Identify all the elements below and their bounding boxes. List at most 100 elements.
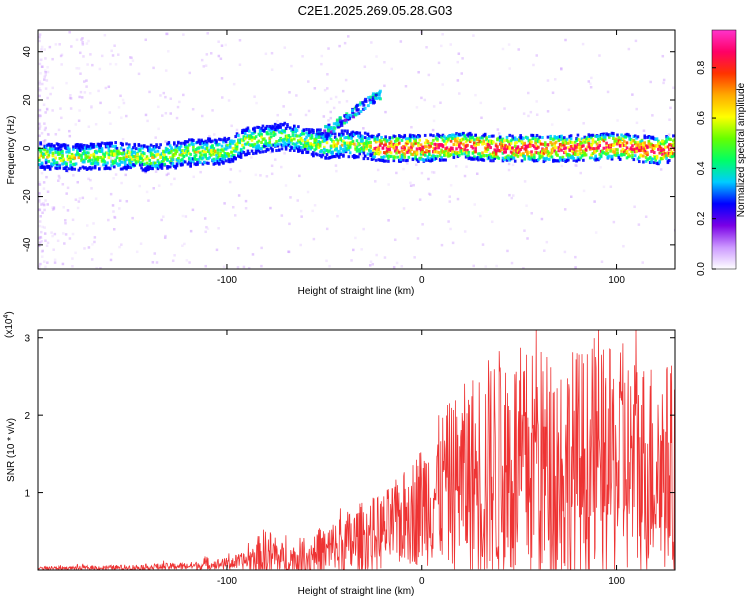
spectrogram-noise-cell [602,185,606,189]
spectrogram-ridge-cell [396,155,400,159]
spectrogram-ridge-cell [115,152,119,156]
spectrogram-ridge-cell [115,146,119,150]
spectrogram-ridge-cell [637,148,641,152]
spectrogram-noise-cell [43,208,46,212]
spectrogram-ridge-cell [427,145,431,149]
spectrogram-noise-cell [86,224,89,227]
spectrogram-ridge-cell [142,152,146,156]
spectrogram-noise-cell [546,110,550,113]
spectrogram-ridge-cell [46,165,49,169]
spectrogram-noise-cell [151,261,155,264]
spectrogram-ridge-cell [560,134,563,138]
spectrogram-ridge-cell [643,151,647,155]
spectrogram-ridge-cell [572,152,576,156]
spectrogram-ridge-cell [331,153,334,157]
snr-frame [37,329,676,571]
spectrogram-noise-cell [142,170,145,173]
spectrogram-ridge-cell [348,141,352,145]
spectrogram-ridge-cell [224,140,228,144]
spectrogram-y-label: Frequency (Hz) [6,116,17,185]
spectrogram-noise-cell [222,265,226,269]
spectrogram-ridge-cell [314,144,318,148]
spectrogram-marks [38,30,675,269]
spectrogram-noise-cell [60,116,63,120]
spectrogram-noise-cell [111,54,115,57]
spectrogram-noise-cell [387,183,390,186]
spectrogram-ridge-cell [149,151,153,155]
spectrogram-noise-cell [322,115,326,118]
spectrogram-ridge-cell [104,145,108,149]
spectrogram-ridge-cell [595,157,599,161]
spectrogram-ridge-cell [138,149,142,153]
spectrogram-noise-cell [229,168,233,171]
spectrogram-ridge-cell [493,156,497,160]
spectrogram-ridge-cell [419,143,423,147]
spectrogram-ridge-cell [470,145,473,149]
spectrogram-ridge-cell [275,149,278,153]
spectrogram-ridge-cell [268,128,272,132]
spectrogram-noise-cell [113,44,116,47]
spectrogram-ridge-cell [123,166,127,170]
spectrogram-ridge-cell [232,155,236,159]
spectrogram-noise-cell [288,222,291,226]
spectrogram-ridge-cell [200,157,203,161]
spectrogram-ridge-cell [584,137,588,141]
spectrogram-ridge-cell [392,146,396,150]
spectrogram-ridge-cell [526,150,529,154]
spectrogram-ridge-cell [489,141,492,145]
spectrogram-ridge-cell [430,159,434,163]
spectrogram-ridge-cell [519,152,522,156]
spectrogram-ridge-cell [387,147,390,151]
spectrogram-ridge-cell [647,157,651,161]
spectrogram-ridge-cell [617,154,621,158]
spectrogram-ridge-cell [103,162,107,166]
spectrogram-ridge-cell [182,159,186,163]
spectrogram-ridge-cell [613,140,617,144]
spectrogram-ridge-cell [112,149,116,153]
spectrogram-ridge-cell [141,158,145,162]
spectrogram-ridge-cell [51,154,55,158]
spectrogram-ridge-cell [358,131,362,135]
spectrogram-ridge-cell [107,156,111,160]
spectrogram-ridge-cell [471,135,475,139]
spectrogram-noise-cell [39,89,42,92]
spectrogram-ridge-cell [219,148,222,152]
spectrogram-ridge-cell [186,140,190,144]
spectrogram-ridge-cell [545,156,548,160]
spectrogram-ridge-cell [257,149,261,153]
spectrogram-noise-cell [540,217,544,221]
spectrogram-ridge-cell [650,136,653,140]
spectrogram-ridge-cell [297,145,300,149]
spectrogram-ridge-cell [287,138,291,142]
spectrogram-ridge-cell [363,131,367,135]
spectrogram-ridge-cell [327,134,330,138]
spectrogram-ridge-cell [111,150,115,154]
spectrogram-ridge-cell [305,127,308,131]
spectrogram-branch-cell [361,107,365,111]
spectrogram-ridge-cell [511,134,514,138]
spectrogram-ridge-cell [137,147,141,151]
spectrogram-ridge-cell [463,152,467,156]
spectrogram-ridge-cell [310,152,314,156]
spectrogram-ridge-cell [547,154,551,158]
spectrogram-noise-cell [38,264,41,268]
spectrogram-ridge-cell [667,137,671,141]
spectrogram-noise-cell [370,41,373,44]
spectrogram-ridge-cell [643,147,647,151]
spectrogram-ridge-cell [456,133,460,137]
spectrogram-ridge-cell [241,129,244,133]
spectrogram-ridge-cell [651,143,655,147]
spectrogram-ridge-cell [212,152,216,156]
spectrogram-ridge-cell [644,144,648,148]
spectrogram-ridge-cell [99,155,102,159]
spectrogram-ridge-cell [500,138,503,142]
spectrogram-ridge-cell [138,163,142,167]
spectrogram-noise-cell [362,127,365,130]
spectrogram-ridge-cell [647,140,651,144]
spectrogram-ridge-cell [147,168,150,172]
spectrogram-noise-cell [320,62,323,66]
spectrogram-noise-cell [545,240,549,244]
spectrogram-ridge-cell [463,134,467,138]
spectrogram-noise-cell [42,181,46,184]
spectrogram-ridge-cell [111,159,115,163]
